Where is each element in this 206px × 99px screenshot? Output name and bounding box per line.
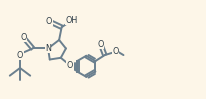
Text: O: O: [46, 17, 52, 26]
Text: OH: OH: [66, 16, 78, 25]
Text: O: O: [97, 40, 104, 49]
Text: O: O: [67, 61, 73, 70]
Text: O: O: [113, 47, 119, 56]
Text: N: N: [45, 44, 51, 53]
Text: O: O: [20, 33, 27, 42]
Text: O: O: [17, 51, 23, 60]
